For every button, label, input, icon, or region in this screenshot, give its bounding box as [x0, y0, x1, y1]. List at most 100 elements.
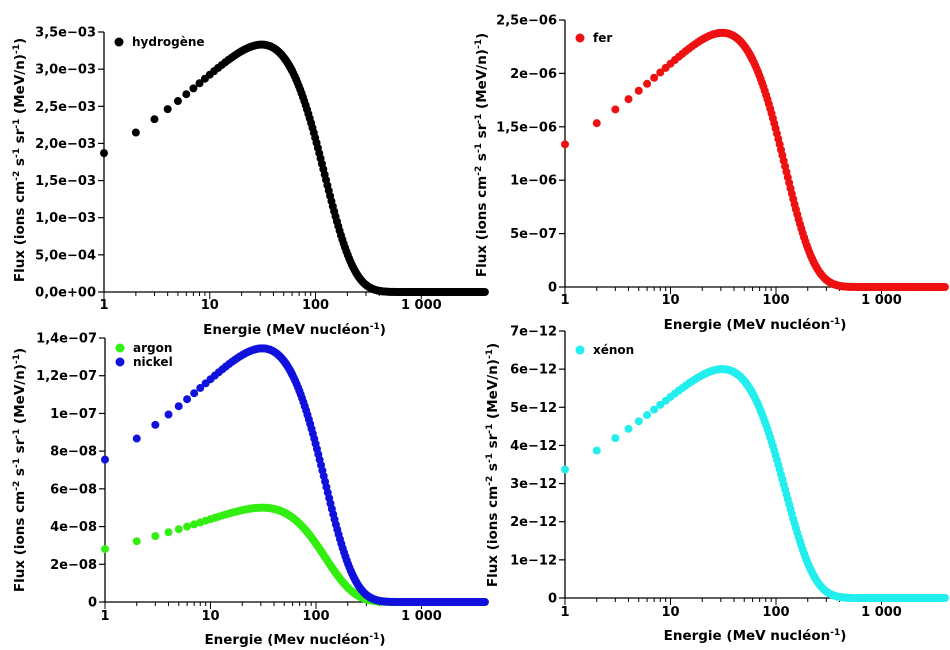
x-tick-label: 100 [762, 293, 789, 308]
data-point [611, 105, 620, 114]
data-point [611, 434, 620, 443]
x-tick-label: 10 [201, 298, 219, 313]
y-tick-label: 6e−08 [50, 482, 97, 497]
data-point [174, 525, 183, 534]
data-point [190, 520, 199, 529]
data-point [131, 128, 140, 137]
x-tick-label: 100 [762, 605, 789, 620]
y-tick-label: 6e−12 [510, 363, 557, 378]
data-point [643, 411, 652, 420]
data-point [151, 420, 160, 429]
y-axis-title: Flux (ions cm-2 s-1 sr-1 (MeV/n)-1) [12, 38, 28, 282]
chart-panel: 0 5e−07 1e−06 1,5e−06 2e−06 2,5e−06 1 10 100 1 00… [474, 14, 949, 333]
y-tick-label: 3,0e−03 [35, 63, 96, 78]
y-tick-label: 2e−06 [510, 67, 557, 82]
data-point [183, 522, 192, 531]
data-point [656, 400, 665, 409]
y-tick-label: 2,5e−03 [35, 100, 96, 115]
data-point [183, 395, 192, 404]
y-tick-label: 2e−12 [510, 515, 557, 530]
y-tick-label: 0 [88, 596, 97, 611]
y-tick-label: 5,0e−04 [35, 248, 96, 263]
series-xénon [561, 365, 949, 602]
data-point [624, 424, 633, 433]
y-tick-label: 1,5e−03 [35, 174, 96, 189]
y-tick-label: 1,0e−03 [35, 211, 96, 226]
x-tick-label: 10 [201, 609, 219, 624]
chart-panel: 0 1e−12 2e−12 3e−12 4e−12 5e−12 6e−12 7e−12 1 10 1… [485, 325, 949, 644]
data-point [173, 97, 182, 106]
legend-label: argon [133, 341, 172, 355]
y-tick-label: 4e−08 [50, 520, 97, 535]
x-tick-label: 1 [100, 609, 109, 624]
y-tick-label: 8e−08 [50, 445, 97, 460]
x-tick-label: 1 [99, 298, 108, 313]
data-point [624, 95, 633, 104]
x-tick-label: 1 000 [401, 609, 442, 624]
data-point [634, 86, 643, 95]
y-tick-label: 5e−07 [510, 227, 557, 242]
x-tick-label: 1 000 [401, 298, 442, 313]
data-point [561, 465, 569, 474]
x-tick-label: 1 000 [861, 293, 902, 308]
y-tick-label: 1e−06 [510, 174, 557, 189]
data-point [643, 79, 652, 88]
legend-marker [575, 345, 585, 355]
x-tick-label: 1 [560, 605, 569, 620]
x-tick-label: 100 [302, 298, 329, 313]
data-point [182, 90, 191, 99]
y-tick-label: 0 [548, 592, 557, 607]
data-point [100, 149, 108, 158]
y-tick-label: 2,5e−06 [496, 14, 557, 29]
data-point [164, 528, 173, 537]
legend-marker [114, 37, 124, 47]
y-tick-label: 2,0e−03 [35, 137, 96, 152]
y-tick-label: 0,0e+00 [35, 286, 96, 301]
x-tick-label: 1 000 [861, 605, 902, 620]
data-point [150, 115, 159, 124]
data-point [196, 383, 205, 392]
data-point [101, 545, 109, 554]
data-point [656, 68, 665, 77]
y-axis-title: Flux (ions cm-2 s-1 sr-1 (MeV/n)-1) [485, 343, 501, 587]
x-axis-title: Energie (MeV nucléon-1) [664, 628, 847, 644]
chart-panel: 0 2e−08 4e−08 6e−08 8e−08 1e−07 1,2e−07 1,4e−07… [12, 332, 489, 648]
x-axis-title: Energie (MeV nucléon-1) [664, 317, 847, 333]
data-point [151, 532, 160, 541]
y-tick-label: 1e−07 [50, 407, 97, 422]
y-tick-label: 2e−08 [50, 558, 97, 573]
legend-marker [115, 357, 125, 367]
data-point [480, 288, 489, 296]
y-tick-label: 1e−12 [510, 553, 557, 568]
legend-marker [115, 343, 125, 353]
data-point [940, 594, 949, 602]
data-point [592, 446, 601, 455]
x-tick-label: 10 [661, 293, 679, 308]
y-tick-label: 1,4e−07 [36, 332, 97, 347]
data-point [592, 119, 601, 128]
data-point [189, 84, 198, 93]
data-point [940, 283, 949, 291]
data-point [634, 417, 643, 426]
legend-label: xénon [593, 343, 634, 357]
y-tick-label: 7e−12 [510, 325, 557, 340]
series-fer [561, 28, 949, 291]
data-point [190, 389, 199, 398]
y-axis-title: Flux (ions cm-2 s-1 sr-1 (MeV/n)-1) [12, 348, 28, 592]
legend-label: nickel [133, 355, 173, 369]
data-point [480, 598, 489, 606]
data-point [195, 79, 204, 88]
data-point [650, 405, 659, 414]
series-argon [101, 503, 489, 606]
data-point [163, 105, 172, 114]
data-point [132, 537, 141, 546]
y-tick-label: 3,5e−03 [35, 26, 96, 41]
series-nickel [101, 344, 489, 606]
data-point [561, 140, 569, 149]
data-point [650, 73, 659, 82]
data-point [101, 455, 109, 464]
y-tick-label: 3e−12 [510, 477, 557, 492]
y-tick-label: 1,5e−06 [496, 120, 557, 135]
x-axis-title: Energie (MeV nucléon-1) [203, 322, 386, 338]
x-tick-label: 100 [302, 609, 329, 624]
